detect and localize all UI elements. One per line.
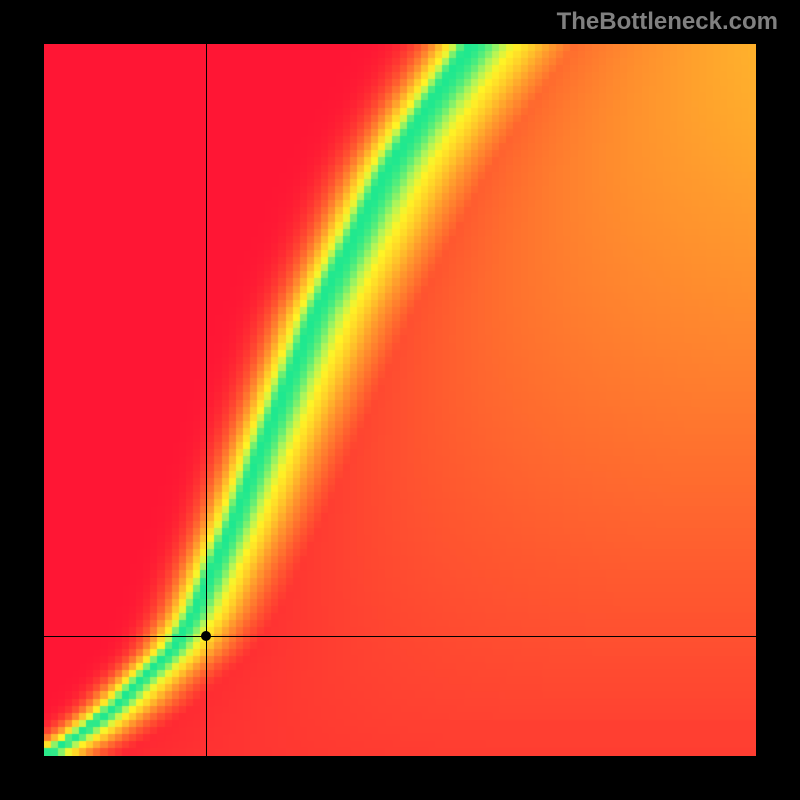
- watermark-text: TheBottleneck.com: [557, 8, 778, 36]
- heatmap-plot: [44, 44, 756, 756]
- chart-container: TheBottleneck.com: [0, 0, 800, 800]
- crosshair-horizontal: [44, 636, 756, 637]
- marker-point: [201, 631, 211, 641]
- heatmap-canvas: [44, 44, 756, 756]
- crosshair-vertical: [206, 44, 207, 756]
